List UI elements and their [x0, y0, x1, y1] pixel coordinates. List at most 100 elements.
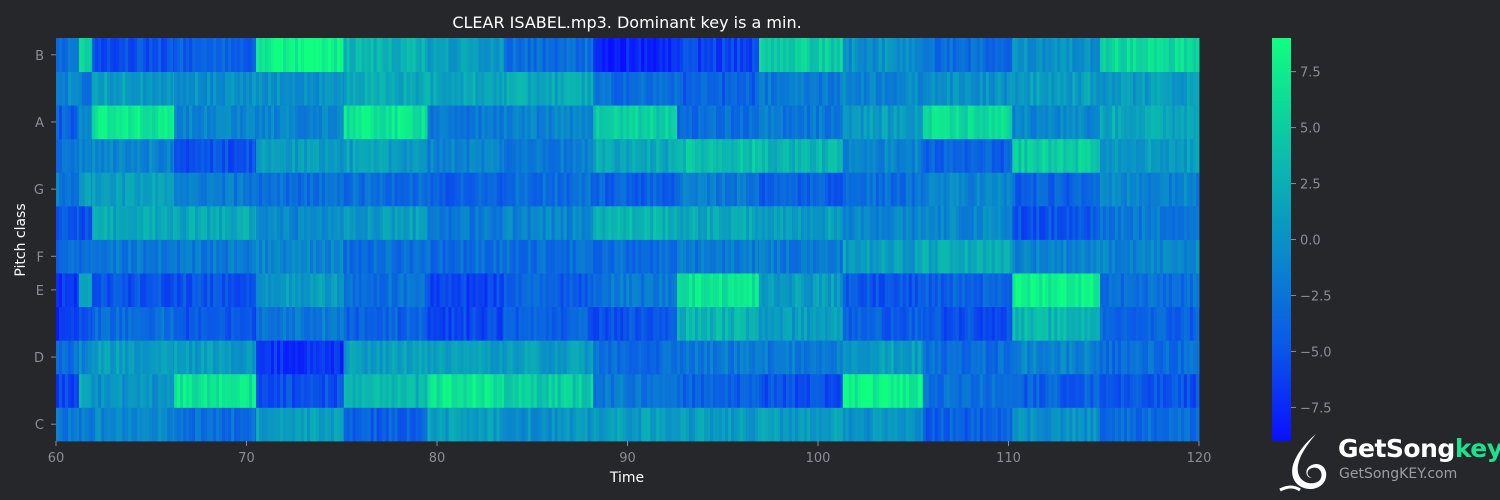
- heatmap-cell: [761, 239, 766, 274]
- heatmap-cell: [524, 373, 529, 408]
- heatmap-cell: [701, 373, 705, 408]
- heatmap-cell: [833, 306, 838, 341]
- heatmap-cell: [95, 306, 99, 341]
- heatmap-cell: [1033, 38, 1037, 72]
- heatmap-cell: [152, 273, 156, 308]
- heatmap-cell: [328, 306, 332, 341]
- heatmap-cell: [119, 407, 123, 442]
- heatmap-cell: [1102, 239, 1107, 274]
- heatmap-cell: [650, 340, 654, 375]
- heatmap-cell: [997, 38, 1002, 72]
- heatmap-cell: [1102, 105, 1107, 140]
- heatmap-cell: [539, 340, 544, 375]
- heatmap-cell: [388, 205, 393, 240]
- heatmap-cell: [818, 71, 823, 106]
- heatmap-cell: [436, 273, 440, 308]
- heatmap-cell: [331, 38, 335, 72]
- heatmap-cell: [385, 205, 390, 240]
- heatmap-cell: [397, 38, 402, 72]
- heatmap-cell: [1093, 172, 1097, 207]
- heatmap-cell: [189, 239, 193, 274]
- heatmap-cell: [515, 71, 520, 106]
- heatmap-cell: [104, 340, 108, 375]
- heatmap-cell: [84, 306, 89, 341]
- heatmap-cell: [1177, 407, 1182, 442]
- heatmap-cell: [496, 306, 500, 341]
- heatmap-cell: [887, 273, 892, 308]
- heatmap-cell: [1147, 71, 1152, 106]
- heatmap-cell: [632, 138, 636, 173]
- heatmap-cell: [277, 105, 281, 140]
- heatmap-cell: [412, 71, 417, 106]
- heatmap-cell: [626, 105, 630, 140]
- heatmap-cell: [518, 239, 523, 274]
- heatmap-cell: [1156, 273, 1161, 308]
- heatmap-cell: [875, 373, 880, 408]
- heatmap-cell: [551, 138, 556, 173]
- heatmap-cell: [346, 71, 351, 106]
- heatmap-cell: [1069, 138, 1073, 173]
- heatmap-cell: [779, 239, 784, 274]
- heatmap-cell: [222, 105, 226, 140]
- heatmap-cell: [716, 407, 720, 442]
- heatmap-cell: [839, 172, 844, 207]
- heatmap-cell: [908, 239, 913, 274]
- heatmap-cell: [1018, 239, 1022, 274]
- heatmap-cell: [1060, 340, 1064, 375]
- heatmap-cell: [964, 239, 969, 274]
- heatmap-cell: [875, 340, 880, 375]
- heatmap-cell: [454, 205, 458, 240]
- heatmap-cell: [418, 205, 423, 240]
- heatmap-cell: [752, 373, 756, 408]
- heatmap-cell: [1009, 340, 1013, 375]
- heatmap-cell: [958, 172, 963, 207]
- heatmap-cell: [337, 105, 341, 140]
- heatmap-cell: [899, 172, 904, 207]
- heatmap-cell: [928, 373, 933, 408]
- heatmap-cell: [758, 172, 763, 207]
- heatmap-cell: [1045, 138, 1049, 173]
- heatmap-cell: [460, 340, 464, 375]
- heatmap-cell: [177, 105, 181, 140]
- heatmap-cell: [427, 273, 431, 308]
- heatmap-cell: [201, 239, 205, 274]
- heatmap-cell: [566, 239, 571, 274]
- heatmap-cell: [731, 373, 735, 408]
- heatmap-cell: [917, 239, 922, 274]
- heatmap-cell: [970, 340, 975, 375]
- heatmap-cell: [536, 306, 541, 341]
- heatmap-cell: [370, 239, 375, 274]
- heatmap-cell: [1153, 239, 1158, 274]
- heatmap-cell: [722, 407, 726, 442]
- heatmap-cell: [752, 205, 756, 240]
- heatmap-cell: [922, 407, 927, 442]
- heatmap-cell: [430, 38, 434, 72]
- heatmap-cell: [364, 340, 369, 375]
- heatmap-cell: [707, 71, 711, 106]
- heatmap-cell: [680, 172, 684, 207]
- heatmap-cell: [59, 172, 63, 207]
- note-bird-icon: [1279, 434, 1327, 492]
- heatmap-cell: [533, 205, 538, 240]
- heatmap-cell: [493, 205, 497, 240]
- heatmap-cell: [1048, 340, 1052, 375]
- heatmap-cell: [1183, 306, 1188, 341]
- heatmap-cell: [875, 138, 880, 173]
- heatmap-cell: [967, 306, 972, 341]
- heatmap-cell: [1084, 205, 1088, 240]
- heatmap-cell: [361, 306, 366, 341]
- heatmap-cell: [95, 71, 99, 106]
- heatmap-cell: [433, 239, 437, 274]
- heatmap-cell: [662, 138, 666, 173]
- heatmap-cell: [286, 407, 290, 442]
- heatmap-cell: [716, 205, 720, 240]
- heatmap-cell: [1051, 205, 1055, 240]
- heatmap-cell: [1168, 172, 1173, 207]
- heatmap-cell: [1090, 239, 1094, 274]
- heatmap-cell: [228, 273, 232, 308]
- heatmap-cell: [572, 306, 577, 341]
- heatmap-cell: [1123, 273, 1128, 308]
- heatmap-cell: [827, 138, 832, 173]
- getsongkey-logo: GetSongkey GetSongKEY.com: [1276, 428, 1500, 496]
- heatmap-cell: [701, 340, 705, 375]
